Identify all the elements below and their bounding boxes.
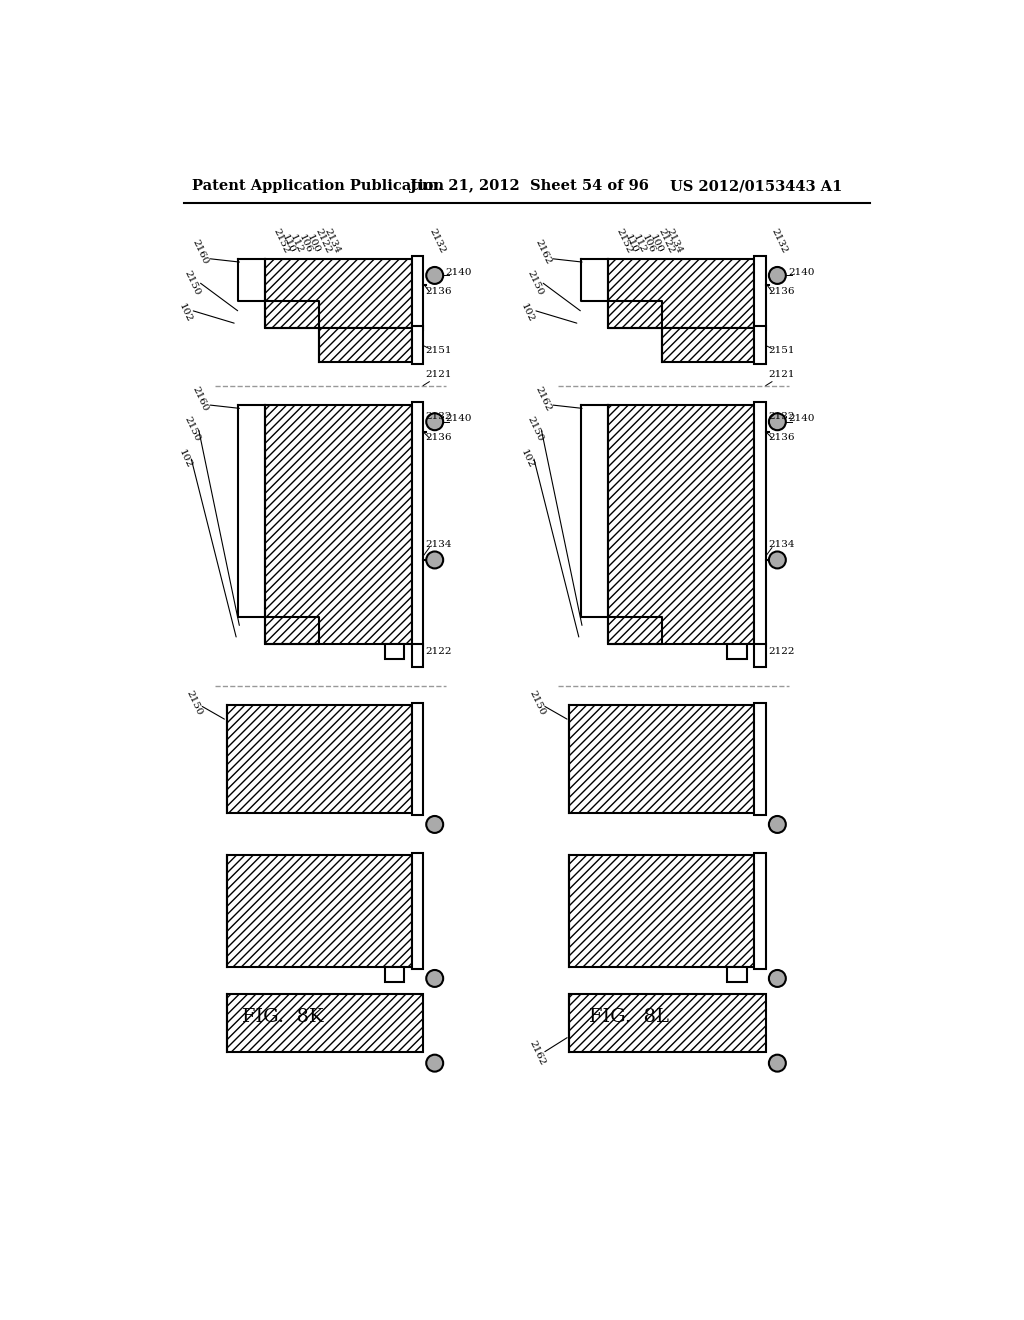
Bar bbox=[412, 326, 423, 364]
Circle shape bbox=[769, 267, 785, 284]
Text: 106: 106 bbox=[640, 232, 656, 255]
Text: 100: 100 bbox=[305, 232, 322, 255]
Text: 110: 110 bbox=[623, 232, 639, 255]
Text: 2132: 2132 bbox=[768, 412, 795, 421]
Text: 2134: 2134 bbox=[425, 540, 452, 549]
Circle shape bbox=[426, 267, 443, 284]
Circle shape bbox=[426, 970, 443, 987]
Text: 2162: 2162 bbox=[534, 239, 553, 267]
Circle shape bbox=[769, 413, 785, 430]
Bar bbox=[265, 259, 412, 327]
Text: 2150: 2150 bbox=[525, 269, 545, 297]
Bar bbox=[608, 259, 755, 327]
Text: 2136: 2136 bbox=[425, 288, 452, 296]
Bar bbox=[755, 702, 766, 816]
Circle shape bbox=[769, 970, 785, 987]
Bar bbox=[569, 705, 755, 813]
Bar bbox=[755, 644, 766, 667]
Text: 100: 100 bbox=[648, 232, 665, 255]
Text: 2136: 2136 bbox=[768, 288, 795, 296]
Bar bbox=[755, 256, 766, 330]
Bar bbox=[412, 256, 423, 330]
Text: 2140: 2140 bbox=[445, 268, 472, 277]
Circle shape bbox=[769, 552, 785, 569]
Bar bbox=[226, 994, 423, 1052]
Text: 2121: 2121 bbox=[768, 371, 795, 379]
Bar bbox=[569, 994, 766, 1052]
Bar bbox=[412, 644, 423, 667]
Bar bbox=[569, 855, 755, 966]
Text: 102: 102 bbox=[177, 302, 194, 323]
Text: Jun. 21, 2012  Sheet 54 of 96: Jun. 21, 2012 Sheet 54 of 96 bbox=[410, 180, 649, 193]
Circle shape bbox=[769, 816, 785, 833]
Text: 2132: 2132 bbox=[425, 412, 452, 421]
Text: 2136: 2136 bbox=[768, 433, 795, 442]
Text: 2140: 2140 bbox=[788, 268, 815, 277]
Bar bbox=[727, 968, 746, 982]
Text: 2150: 2150 bbox=[525, 416, 545, 444]
Text: 112: 112 bbox=[631, 232, 647, 255]
Text: 2150: 2150 bbox=[184, 689, 204, 717]
Text: 2152: 2152 bbox=[271, 227, 291, 255]
Bar bbox=[385, 968, 403, 982]
Text: 2140: 2140 bbox=[788, 414, 815, 424]
Text: 2134: 2134 bbox=[665, 227, 684, 255]
Bar bbox=[412, 702, 423, 816]
Bar bbox=[608, 405, 755, 644]
Circle shape bbox=[769, 1055, 785, 1072]
Text: 2151: 2151 bbox=[425, 346, 452, 355]
Text: 2152: 2152 bbox=[614, 227, 634, 255]
Text: 2162: 2162 bbox=[534, 384, 553, 412]
Text: 2122: 2122 bbox=[656, 227, 676, 255]
Text: US 2012/0153443 A1: US 2012/0153443 A1 bbox=[670, 180, 842, 193]
Text: 2121: 2121 bbox=[425, 371, 452, 379]
Text: 102: 102 bbox=[519, 449, 536, 470]
Bar bbox=[226, 855, 412, 966]
Text: 2134: 2134 bbox=[768, 540, 795, 549]
Bar bbox=[755, 403, 766, 645]
Text: 2122: 2122 bbox=[425, 647, 452, 656]
Text: Patent Application Publication: Patent Application Publication bbox=[193, 180, 444, 193]
Text: 2150: 2150 bbox=[183, 269, 203, 297]
Text: 112: 112 bbox=[289, 232, 305, 255]
Circle shape bbox=[426, 552, 443, 569]
Bar bbox=[226, 705, 412, 813]
Text: 2122: 2122 bbox=[768, 647, 795, 656]
Bar bbox=[727, 644, 746, 659]
Text: 2134: 2134 bbox=[323, 227, 342, 255]
Text: 2160: 2160 bbox=[190, 384, 210, 412]
Circle shape bbox=[426, 1055, 443, 1072]
Circle shape bbox=[426, 816, 443, 833]
Text: FIG.  8L: FIG. 8L bbox=[589, 1008, 669, 1026]
Bar bbox=[755, 326, 766, 364]
Text: 2150: 2150 bbox=[527, 689, 547, 717]
Text: 2132: 2132 bbox=[427, 227, 446, 255]
Text: 2136: 2136 bbox=[425, 433, 452, 442]
Text: 102: 102 bbox=[177, 449, 194, 470]
Text: 2122: 2122 bbox=[313, 227, 333, 255]
Text: 2140: 2140 bbox=[445, 414, 472, 424]
Bar bbox=[265, 405, 412, 644]
Text: 2150: 2150 bbox=[183, 416, 203, 444]
Circle shape bbox=[426, 413, 443, 430]
Text: 2162: 2162 bbox=[527, 1039, 547, 1067]
Text: 2151: 2151 bbox=[768, 346, 795, 355]
Bar bbox=[412, 853, 423, 969]
Bar bbox=[662, 327, 755, 363]
Text: 110: 110 bbox=[280, 232, 297, 255]
Text: 106: 106 bbox=[297, 232, 313, 255]
Bar bbox=[385, 644, 403, 659]
Bar bbox=[755, 853, 766, 969]
Bar bbox=[412, 403, 423, 645]
Text: 2160: 2160 bbox=[190, 239, 210, 267]
Text: 102: 102 bbox=[519, 302, 536, 323]
Bar bbox=[319, 327, 412, 363]
Text: 2132: 2132 bbox=[770, 227, 790, 255]
Text: FIG.  8K: FIG. 8K bbox=[243, 1008, 324, 1026]
